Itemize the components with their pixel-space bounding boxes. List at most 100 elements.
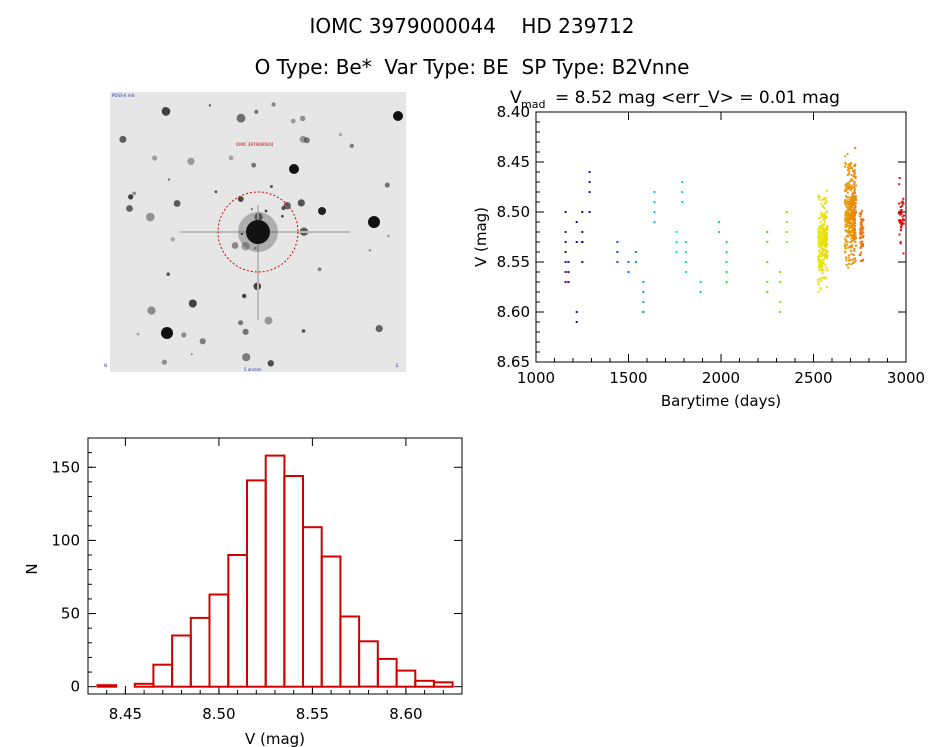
lc-point xyxy=(859,229,862,232)
lc-point xyxy=(823,220,826,223)
lc-point xyxy=(854,218,856,221)
lc-point xyxy=(851,210,854,213)
finder-label-east: E xyxy=(396,363,399,368)
lc-point xyxy=(846,241,849,244)
lc-point xyxy=(818,249,821,252)
lc-point xyxy=(653,191,656,193)
lc-point xyxy=(853,208,855,211)
lc-point xyxy=(852,201,855,204)
lc-point xyxy=(899,241,902,243)
lc-point xyxy=(817,256,820,259)
lc-point xyxy=(564,271,567,273)
lc-point xyxy=(898,221,901,224)
lc-point xyxy=(567,271,570,273)
lc-point xyxy=(850,216,852,219)
lc-point xyxy=(860,251,862,254)
lc-point xyxy=(823,253,826,256)
lc-point xyxy=(897,202,900,205)
finder-star xyxy=(170,237,175,242)
lc-point xyxy=(854,197,857,200)
lc-point xyxy=(860,233,863,236)
lc-point xyxy=(823,233,826,236)
finder-label-top-left: POSS-II red xyxy=(112,93,135,98)
lc-point xyxy=(851,204,854,207)
lc-point xyxy=(860,222,863,225)
lc-point xyxy=(850,212,853,215)
lc-point xyxy=(675,241,678,243)
lc-point xyxy=(851,262,854,265)
lc-point xyxy=(825,216,828,219)
lc-point xyxy=(675,251,678,253)
lc-point xyxy=(850,204,852,207)
lc-point xyxy=(575,311,578,313)
lc-point xyxy=(902,252,905,255)
lc-point xyxy=(825,189,828,192)
lc-point xyxy=(902,197,905,200)
lc-point xyxy=(862,245,864,248)
lc-point xyxy=(847,212,850,215)
lc-point xyxy=(849,226,852,229)
lc-point xyxy=(825,244,828,247)
lc-point xyxy=(859,227,862,230)
lc-point xyxy=(718,231,721,233)
lc-point xyxy=(846,182,849,185)
hist-xtick-label: 8.50 xyxy=(202,705,235,723)
lc-point xyxy=(825,232,828,235)
lc-point xyxy=(779,281,782,283)
finder-star xyxy=(231,242,239,249)
lc-point xyxy=(588,211,591,213)
lc-point xyxy=(847,259,850,262)
target-circle xyxy=(217,191,299,273)
lc-ytick-label: 8.45 xyxy=(497,153,530,171)
lc-point xyxy=(854,213,857,215)
lc-point xyxy=(848,187,851,190)
lc-point xyxy=(850,189,852,192)
hist-bar xyxy=(358,640,379,688)
lc-point xyxy=(681,201,684,203)
lc-point xyxy=(846,244,849,247)
lc-point xyxy=(820,213,822,216)
hist-ticks: 8.45 8.50 8.55 8.60 0 50 100 150 xyxy=(51,438,463,723)
lc-point xyxy=(860,223,863,226)
lc-point xyxy=(820,263,823,266)
lc-point xyxy=(844,211,847,214)
lc-point xyxy=(821,239,824,242)
lc-point xyxy=(858,254,861,256)
lc-point xyxy=(820,242,823,245)
lc-point xyxy=(766,291,769,293)
lc-point xyxy=(818,195,821,198)
finder-star xyxy=(269,185,273,188)
lc-point xyxy=(820,246,823,249)
finder-star xyxy=(250,208,253,211)
lc-point xyxy=(779,301,782,303)
lc-point xyxy=(847,227,850,230)
lc-point xyxy=(824,235,827,238)
lc-point xyxy=(854,257,856,260)
lc-point xyxy=(844,184,847,187)
lc-point xyxy=(779,311,782,313)
lc-point xyxy=(852,254,855,256)
lc-point xyxy=(858,212,861,215)
lc-point xyxy=(853,207,856,210)
lc-point xyxy=(851,195,853,198)
lc-point xyxy=(849,167,852,170)
finder-star xyxy=(181,332,187,338)
lc-point xyxy=(846,200,849,203)
lc-point xyxy=(822,262,825,264)
lc-points xyxy=(564,147,905,323)
lc-point xyxy=(817,278,820,281)
lc-point xyxy=(819,251,822,254)
lc-point xyxy=(588,171,591,173)
lc-point xyxy=(849,196,852,199)
lc-point xyxy=(852,214,855,217)
lc-point xyxy=(820,199,823,202)
finder-star xyxy=(349,143,354,148)
lc-point xyxy=(817,245,820,248)
lc-point xyxy=(564,211,567,213)
lc-point xyxy=(859,215,862,218)
lc-point xyxy=(850,162,853,165)
lc-point xyxy=(821,265,824,268)
lc-point xyxy=(845,195,848,197)
lc-point xyxy=(684,271,687,273)
lc-point xyxy=(854,163,857,166)
